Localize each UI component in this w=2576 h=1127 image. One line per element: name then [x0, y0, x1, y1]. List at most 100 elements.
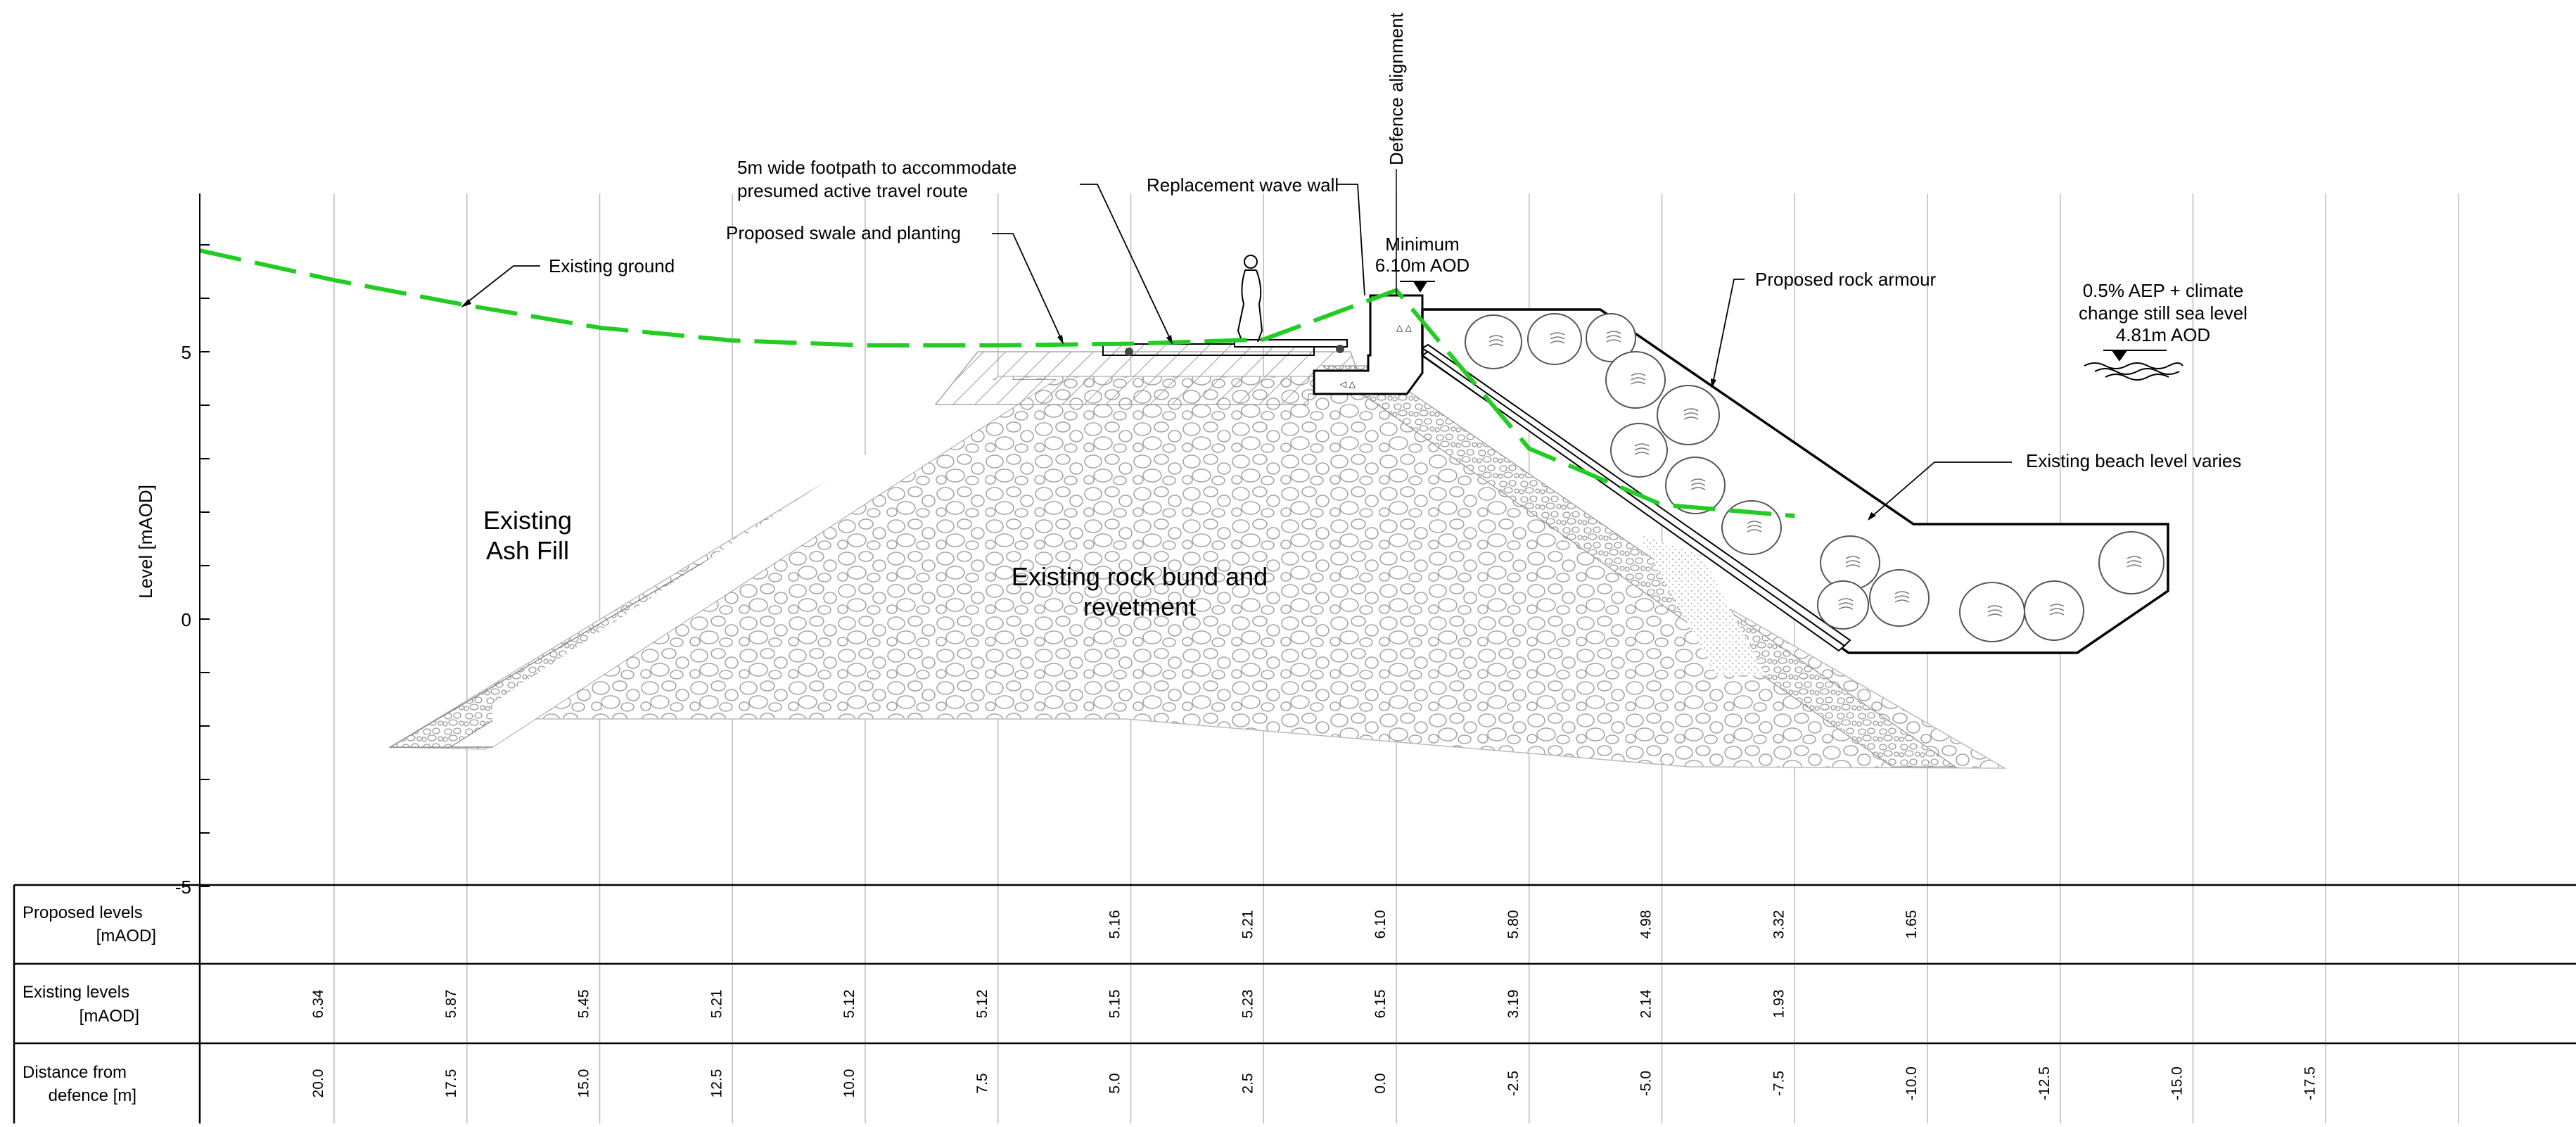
sea-level-marker-icon [2084, 350, 2183, 381]
leader-arrows [461, 299, 1876, 521]
minimum-label-line-2: 6.10m AOD [1375, 255, 1469, 276]
table-cell-value: 5.87 [443, 990, 459, 1019]
table-cell-value: 3.32 [1771, 910, 1787, 939]
table-row-title-distance-1: Distance from [23, 1063, 127, 1082]
table-cell-value: 5.23 [1239, 990, 1256, 1019]
table-cell-value: -12.5 [2036, 1066, 2053, 1100]
table-cell-value: 0.0 [1372, 1073, 1389, 1093]
table-cell-value: 5.45 [576, 990, 592, 1019]
table-cell-value: 12.5 [708, 1069, 725, 1098]
table-cell-value: 5.21 [708, 990, 725, 1019]
table-row-title-distance-2: defence [m] [49, 1086, 136, 1105]
y-axis: 5 0 -5 [175, 193, 210, 898]
boulder [2098, 531, 2164, 594]
table-cell-value: -7.5 [1771, 1071, 1787, 1096]
sea-level-label-line-3: 4.81m AOD [2116, 324, 2210, 345]
footpath-slab [1102, 339, 1348, 356]
table-cell-value: 5.15 [1107, 990, 1123, 1019]
table-cell-value: 5.12 [841, 990, 857, 1019]
table-cell-value: 2.14 [1638, 989, 1654, 1018]
boulder [1657, 385, 1720, 445]
ash-fill-label-line-2: Ash Fill [486, 536, 569, 565]
boulder-shading [1631, 373, 1646, 385]
table-cell-value: 2.5 [1239, 1073, 1256, 1093]
svg-text:△ △: △ △ [1396, 323, 1413, 333]
table-cell-value: 5.80 [1505, 910, 1522, 939]
boulder-shading [1606, 331, 1621, 343]
table-cell-value: -10.0 [1904, 1066, 1920, 1100]
table-cell-value: 6.15 [1372, 990, 1389, 1019]
boulder [1817, 580, 1869, 630]
boulder [1527, 313, 1582, 365]
sea-level-label-line-2: change still sea level [2079, 303, 2247, 324]
table-cell-value: 7.5 [974, 1073, 990, 1093]
y-axis-label: Level [mAOD] [135, 485, 156, 599]
sea-level-label-line-1: 0.5% AEP + climate [2083, 280, 2244, 301]
table-row-title-proposed-2: [mAOD] [96, 927, 156, 945]
boulder-shading [2127, 556, 2142, 568]
table-cell-value: 5.16 [1107, 910, 1123, 939]
boulder-shading [1987, 605, 2003, 617]
table-cell-value: 6.10 [1372, 910, 1389, 939]
ash-fill-void [492, 394, 1034, 711]
boulder-shading [1838, 598, 1854, 610]
table-row-title-existing-1: Existing levels [23, 983, 129, 1002]
person-figure-icon [1237, 255, 1263, 343]
table-cell-value: 4.98 [1638, 910, 1654, 939]
boulder-shading [1747, 521, 1762, 533]
boulder-shading [1690, 478, 1706, 490]
footpath-label-line-1: 5m wide footpath to accommodate [737, 157, 1016, 178]
y-axis-tick-label: 5 [181, 342, 191, 363]
y-axis-tick-label: -5 [175, 877, 191, 898]
minimum-level-marker-icon [1400, 281, 1435, 293]
existing-ground-line [199, 248, 1795, 518]
table-cell-value: 1.93 [1771, 990, 1787, 1019]
swale-label: Proposed swale and planting [726, 222, 961, 243]
table-cell-value: 5.12 [974, 990, 990, 1019]
footpath-label-line-2: presumed active travel route [737, 180, 968, 201]
table-cell-value: -5.0 [1638, 1071, 1654, 1096]
boulder [1959, 582, 2025, 642]
rock-armour-label: Proposed rock armour [1755, 269, 1937, 290]
boulder-shading [1550, 332, 1565, 344]
table-cell-value: -17.5 [2302, 1066, 2318, 1100]
boulder [1586, 313, 1636, 362]
table-cell-value: -15.0 [2169, 1066, 2186, 1100]
boulder-shading [1634, 443, 1650, 455]
table-row-title-existing-2: [mAOD] [79, 1007, 139, 1026]
rock-bund-label-line-2: revetment [1083, 592, 1196, 621]
levels-table: Proposed levels [mAOD] Existing levels [… [13, 884, 2576, 1123]
boulder [1869, 569, 1930, 627]
existing-ground-label: Existing ground [549, 255, 675, 276]
subsoil-hatch [934, 351, 1365, 405]
table-cell-value: 5.21 [1239, 910, 1256, 939]
boulder [1665, 457, 1726, 514]
table-cell-value: 15.0 [576, 1069, 592, 1098]
boulder [1465, 314, 1522, 369]
boulder [1605, 351, 1666, 409]
table-cell-value: 10.0 [841, 1069, 857, 1098]
table-cell-value: 20.0 [310, 1069, 326, 1098]
table-cell-value: -2.5 [1505, 1071, 1522, 1096]
beach-level-label: Existing beach level varies [2026, 450, 2241, 471]
y-axis-tick-label: 0 [181, 609, 191, 630]
table-cell-value: 17.5 [443, 1069, 459, 1098]
boulder-shading [1894, 591, 1910, 603]
table-cell-value: 5.0 [1107, 1073, 1123, 1093]
table-cell-value: 3.19 [1505, 990, 1522, 1019]
minimum-label-line-1: Minimum [1385, 234, 1459, 255]
boulder [1610, 423, 1668, 478]
defence-alignment-label: Defence alignment [1386, 12, 1407, 165]
svg-text:◁ △: ◁ △ [1340, 379, 1356, 389]
rock-bund-label-line-1: Existing rock bund and [1012, 562, 1268, 591]
boulder-shading [2049, 604, 2065, 616]
table-cell-value: 6.34 [310, 989, 326, 1018]
ash-fill-label-line-1: Existing [483, 506, 572, 535]
table-row-title-proposed-1: Proposed levels [23, 903, 143, 922]
boulder-shading [1845, 556, 1861, 568]
boulder-shading [1683, 408, 1699, 420]
leader-lines [464, 184, 2012, 518]
table-cell-value: 1.65 [1904, 910, 1920, 939]
